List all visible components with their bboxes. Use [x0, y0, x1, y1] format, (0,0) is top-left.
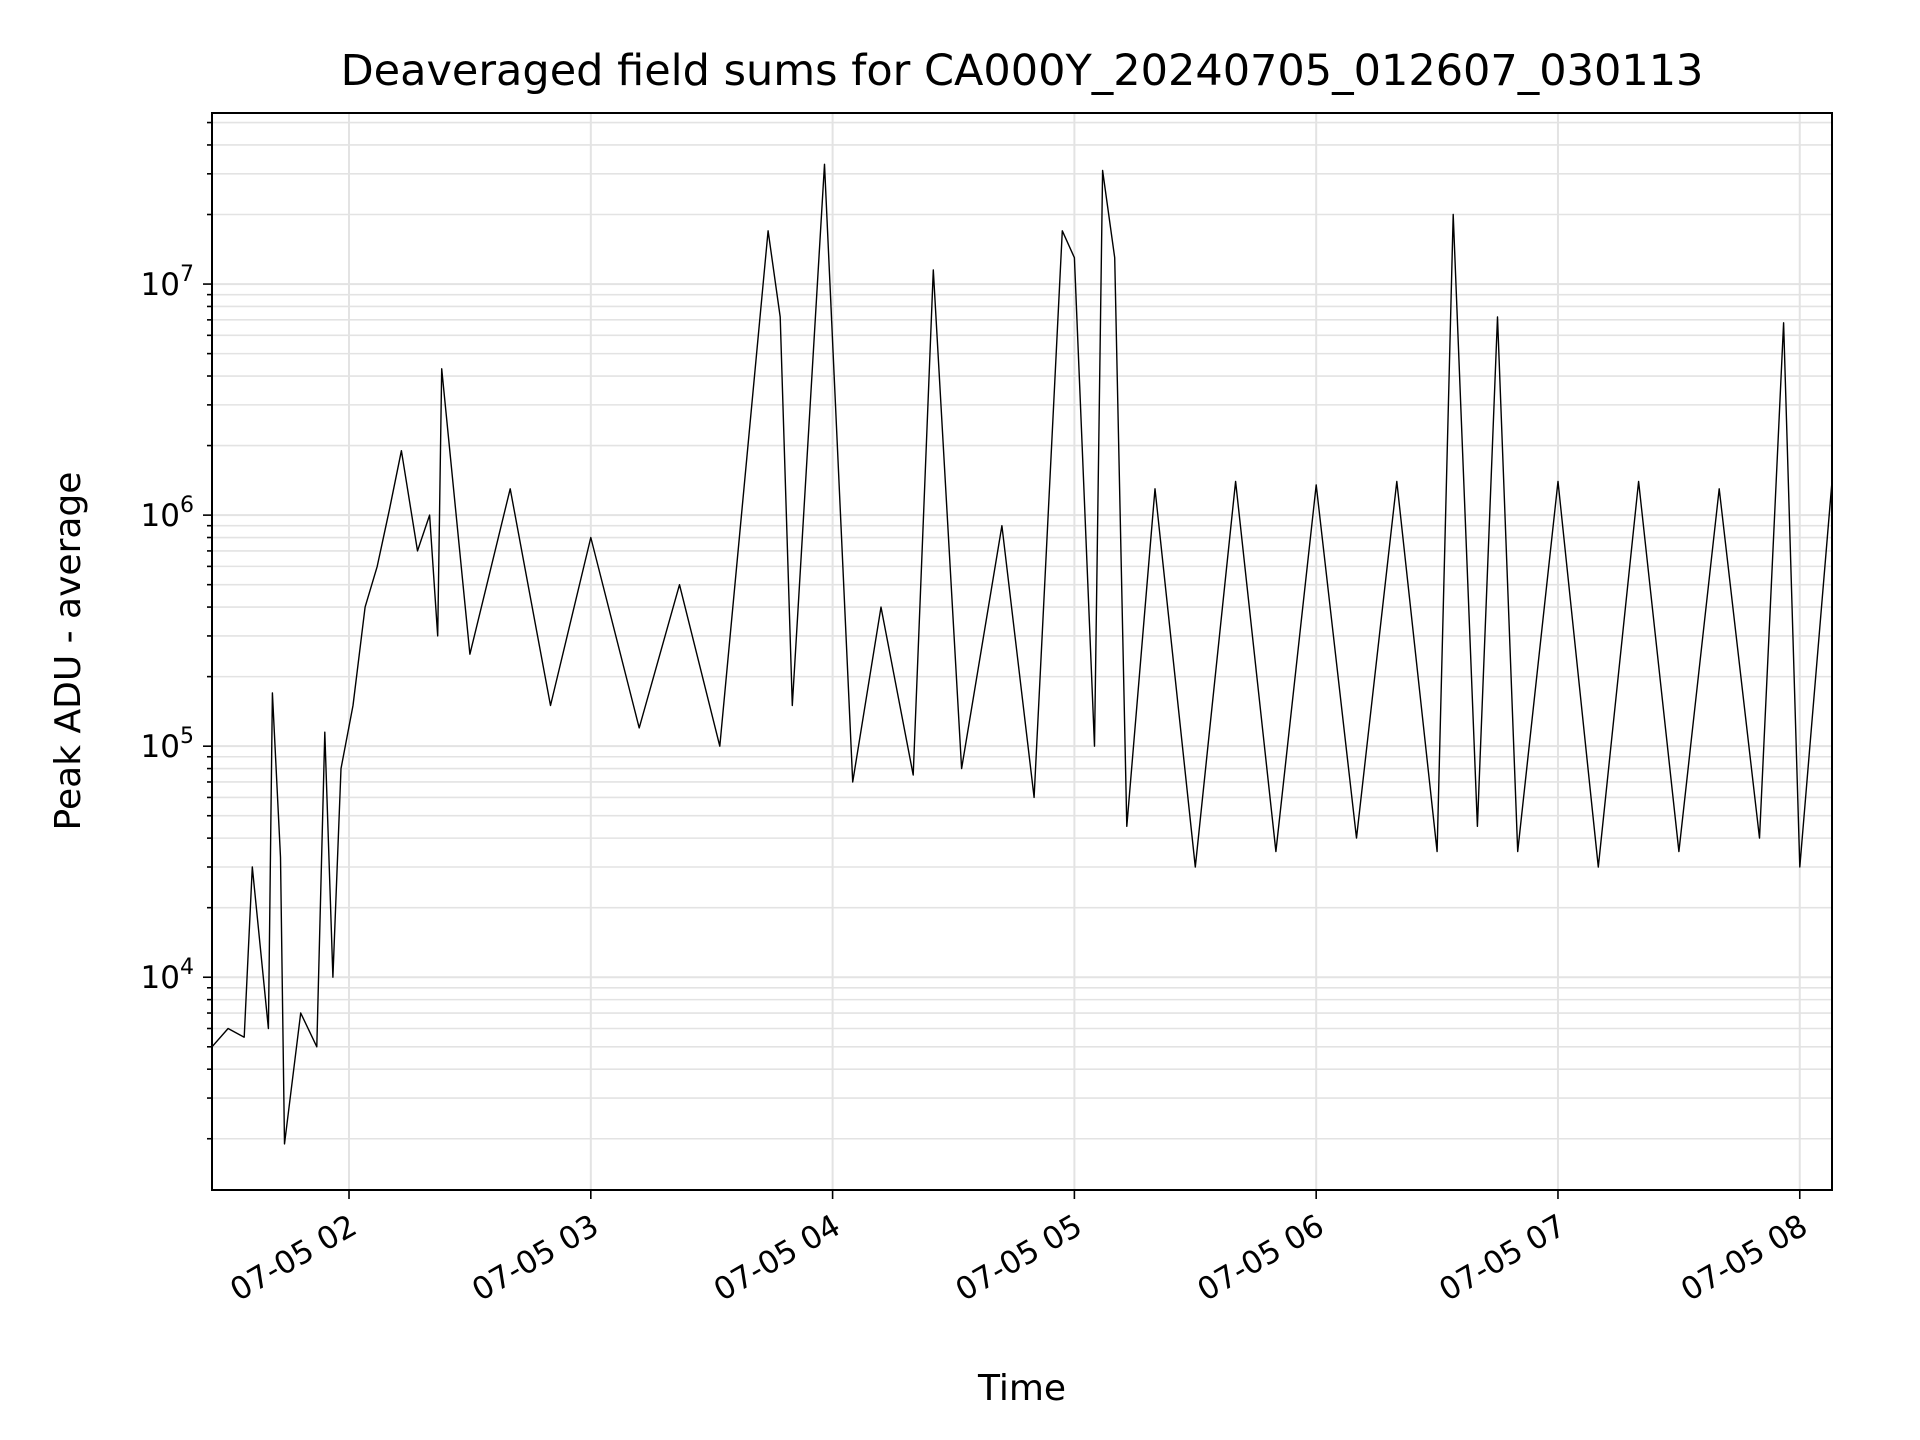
- y-tick-label-base: 10: [141, 960, 180, 996]
- y-tick-label-exponent: 6: [180, 493, 194, 518]
- y-tick-label: 106: [141, 493, 194, 534]
- x-axis-label: Time: [977, 1368, 1066, 1409]
- y-tick-label-base: 10: [141, 498, 180, 534]
- plot-frame: [211, 112, 1833, 1191]
- chart-title: Deaveraged field sums for CA000Y_2024070…: [341, 46, 1704, 96]
- y-tick-label-exponent: 5: [180, 724, 194, 749]
- y-axis-label: Peak ADU - average: [48, 472, 89, 831]
- grid: [212, 113, 1832, 1190]
- y-tick-label-base: 10: [141, 729, 180, 765]
- y-tick-label-base: 10: [141, 267, 180, 303]
- y-tick-label: 107: [141, 262, 194, 303]
- y-tick-label: 105: [141, 724, 194, 765]
- y-tick-label-exponent: 4: [180, 955, 194, 980]
- y-tick-label: 104: [141, 955, 194, 996]
- y-tick-label-exponent: 7: [180, 262, 194, 287]
